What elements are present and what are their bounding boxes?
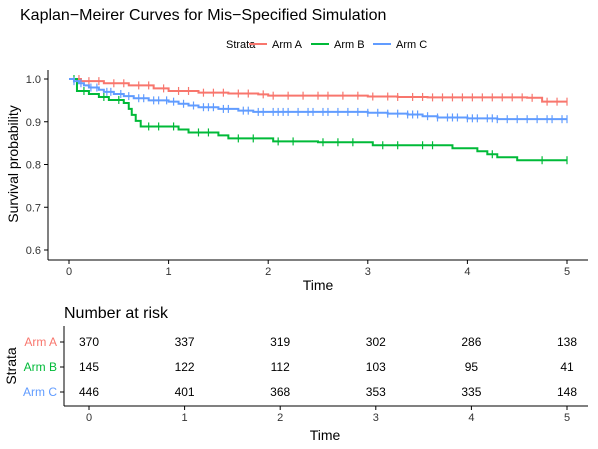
risk-count-arm-b: 122 <box>175 360 195 374</box>
risk-count-arm-c: 401 <box>175 385 195 399</box>
risk-row-label-arm-a: Arm A <box>24 335 57 349</box>
km-y-tick-label: 0.7 <box>26 202 41 214</box>
km-curve-arm-c <box>69 78 567 121</box>
chart-title: Kaplan−Meirer Curves for Mis−Specified S… <box>20 7 386 24</box>
km-x-tick-label: 4 <box>464 266 470 278</box>
risk-count-arm-b: 95 <box>465 360 479 374</box>
risk-count-arm-b: 41 <box>560 360 574 374</box>
risk-count-arm-a: 286 <box>461 335 481 349</box>
km-curve-arm-b <box>69 78 567 162</box>
km-curve-arm-a <box>69 78 567 103</box>
risk-count-arm-b: 145 <box>79 360 99 374</box>
risk-table-title: Number at risk <box>64 305 169 322</box>
risk-x-tick-label: 2 <box>277 412 283 424</box>
risk-x-tick-label: 4 <box>468 412 474 424</box>
km-y-tick-label: 0.6 <box>26 245 41 257</box>
risk-x-tick-label: 1 <box>182 412 188 424</box>
km-x-tick-label: 2 <box>265 266 271 278</box>
km-x-tick-label: 5 <box>564 266 570 278</box>
risk-rows: Arm A 370 337 319 302 286 138 Arm B 145 122 112 103… <box>23 335 577 399</box>
legend-label-arm-b: Arm B <box>334 39 365 51</box>
km-y-tick-label: 0.8 <box>26 160 41 172</box>
km-x-tick-label: 3 <box>365 266 371 278</box>
risk-count-arm-c: 368 <box>270 385 290 399</box>
legend-label-arm-c: Arm C <box>396 39 427 51</box>
legend-title: Strata <box>226 39 256 51</box>
km-y-tick-label: 1.0 <box>26 74 41 86</box>
risk-count-arm-a: 337 <box>175 335 195 349</box>
legend-label-arm-a: Arm A <box>272 39 303 51</box>
km-y-axis-label: Survival probability <box>5 105 21 223</box>
km-x-tick-label: 1 <box>166 266 172 278</box>
risk-count-arm-c: 335 <box>461 385 481 399</box>
risk-x-ticks: 0 1 2 3 4 5 <box>86 406 570 424</box>
legend: Strata Arm A Arm B Arm C <box>226 39 427 51</box>
risk-count-arm-c: 148 <box>557 385 577 399</box>
risk-count-arm-a: 319 <box>270 335 290 349</box>
risk-count-arm-c: 353 <box>366 385 386 399</box>
km-y-ticks: 0.6 0.7 0.8 0.9 1.0 <box>26 74 48 257</box>
risk-row-label-arm-b: Arm B <box>24 360 57 374</box>
risk-count-arm-a: 138 <box>557 335 577 349</box>
risk-count-arm-b: 103 <box>366 360 386 374</box>
risk-x-tick-label: 3 <box>373 412 379 424</box>
risk-count-arm-a: 302 <box>366 335 386 349</box>
risk-count-arm-c: 446 <box>79 385 99 399</box>
risk-row-label-arm-c: Arm C <box>23 385 57 399</box>
risk-count-arm-a: 370 <box>79 335 99 349</box>
km-x-ticks: 0 1 2 3 4 5 <box>66 260 570 278</box>
risk-x-axis-label: Time <box>310 427 341 443</box>
risk-x-tick-label: 0 <box>86 412 92 424</box>
risk-y-axis-label: Strata <box>3 347 19 385</box>
km-series-layer <box>69 75 568 165</box>
km-y-tick-label: 0.9 <box>26 117 41 129</box>
km-x-axis-label: Time <box>303 277 334 293</box>
km-x-tick-label: 0 <box>66 266 72 278</box>
risk-count-arm-b: 112 <box>271 360 290 374</box>
risk-x-tick-label: 5 <box>564 412 570 424</box>
